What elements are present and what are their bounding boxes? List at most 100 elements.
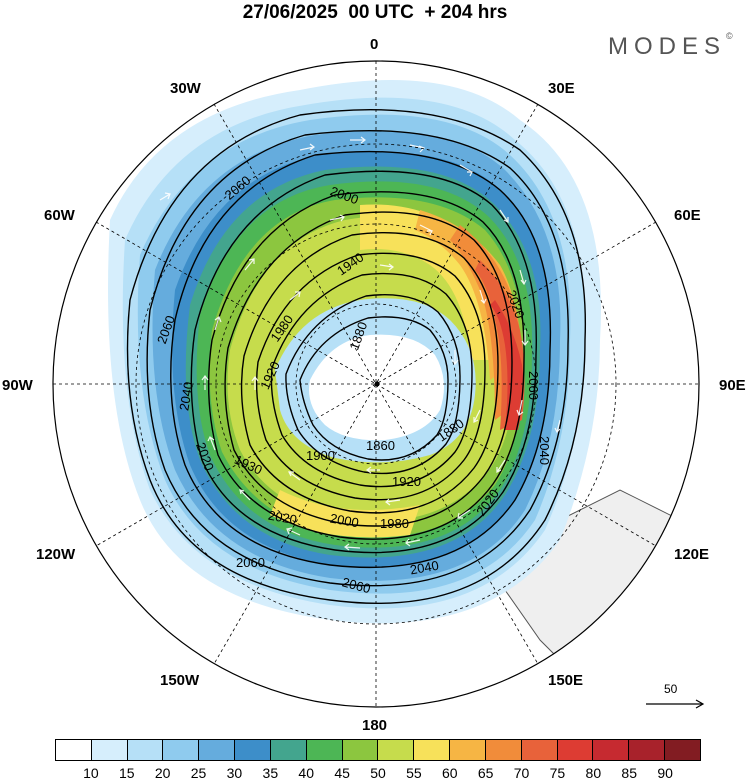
contour-1900: [270, 272, 473, 488]
colorbar-cell: [378, 740, 415, 760]
map-title: 27/06/2025 00 UTC + 204 hrs: [242, 2, 508, 23]
contour-label: 2020: [267, 508, 298, 528]
colorbar-tick-labels: 10 15 20 25 30 35 40 45 50 55 60 65 70 75 80 85 90: [55, 765, 701, 782]
wind-vector: [201, 375, 209, 390]
lon-label-30w: 30W: [170, 80, 201, 97]
wind-speed-shading: [108, 80, 601, 624]
brand-name: MODES: [608, 33, 727, 60]
colorbar-cell: [629, 740, 666, 760]
wind-vector: [451, 350, 459, 365]
contour-label: 1900: [306, 448, 335, 463]
map-boundary: [52, 60, 700, 708]
wind-vector: [499, 209, 509, 223]
colorbar-cell: [342, 740, 379, 760]
wind-vector: [521, 330, 529, 346]
colorbar-cell: [199, 740, 236, 760]
wind-vectors: [159, 136, 561, 551]
colorbar-tick-label: 25: [190, 765, 207, 781]
wind-vector: [405, 538, 421, 547]
contour-label: 2040: [409, 558, 440, 578]
colorbar-tick-label: 30: [226, 765, 243, 781]
colorbar-tick-label: 40: [298, 765, 315, 781]
colorbar-cell: [450, 740, 486, 760]
brand-logo: MODES©: [608, 31, 733, 61]
colorbar-tick-label: 75: [549, 765, 566, 781]
height-contours: [126, 108, 587, 605]
colorbar-cell: [306, 740, 343, 760]
wind-vector: [251, 376, 259, 390]
wind-vector: [385, 498, 401, 506]
wind-vector: [288, 471, 301, 481]
colorbar-tick-label: 90: [657, 765, 673, 781]
contour-label: 2060: [340, 574, 372, 596]
lon-label-0: 0: [370, 36, 379, 53]
colorbar-tick-label: 15: [118, 765, 135, 781]
contour-label: 2040: [176, 381, 196, 412]
colorbar-tick-label: 85: [621, 765, 638, 781]
colorbar-tick-label: 60: [441, 765, 458, 781]
wind-vector: [473, 409, 481, 423]
wind-vector: [419, 224, 433, 236]
colorbar-tick-label: 45: [334, 765, 350, 781]
lon-label-60e: 60E: [674, 207, 701, 224]
wind-vector: [516, 399, 524, 416]
brand-mark: ©: [726, 31, 733, 41]
wind-band-core-calm: [309, 334, 444, 441]
wind-vector: [457, 509, 471, 519]
colorbar-cell: [485, 740, 522, 760]
contour-label: 2040: [537, 436, 552, 465]
contour-label: 1920: [392, 474, 421, 489]
colorbar-cell: [521, 740, 558, 760]
wind-vector: [244, 258, 255, 271]
south-pole-marker: [374, 381, 380, 387]
wind-vector: [496, 459, 506, 473]
graticule: [53, 61, 699, 707]
contour-1940: [240, 231, 499, 514]
wind-vector: [207, 436, 216, 451]
colorbar-tick-label: 80: [585, 765, 602, 781]
contour-2020: [170, 150, 552, 569]
contour-label: 2060: [236, 555, 265, 570]
lon-label-90w: 90W: [2, 377, 33, 394]
wind-vector: [479, 289, 487, 305]
contour-label: 1980: [380, 516, 409, 531]
contour-1960: [224, 211, 513, 527]
reference-vector-arrow: [646, 699, 705, 709]
colorbar-cell: [56, 740, 92, 760]
colorbar-cell: [127, 740, 164, 760]
colorbar-cell: [593, 740, 630, 760]
colorbar-cell: [163, 740, 200, 760]
contour-2000: [190, 170, 538, 554]
lon-label-120w: 120W: [36, 546, 76, 563]
wind-vector: [459, 164, 473, 177]
contour-1860: [299, 316, 449, 461]
colorbar-tick-label: 35: [262, 765, 279, 781]
contour-label: 2000: [329, 511, 360, 531]
colorbar-tick-label: 70: [513, 765, 530, 781]
contour-1880: [285, 294, 461, 475]
colorbar-tick-label: 20: [154, 765, 171, 781]
wind-vector: [214, 316, 222, 331]
wind-vector: [344, 543, 361, 551]
colorbar-cell: [270, 740, 307, 760]
contour-2060-outer: [126, 108, 587, 605]
lon-label-120e: 120E: [674, 546, 710, 563]
colorbar-tick-label: 10: [83, 765, 99, 781]
colorbar-tick-label: 55: [406, 765, 422, 781]
colorbar-cell: [91, 740, 128, 760]
wind-vector: [554, 419, 561, 434]
wind-vector: [289, 291, 301, 301]
colorbar-tick-label: 50: [370, 765, 386, 781]
wind-vector: [519, 269, 527, 286]
colorbar-tick-label: 65: [477, 765, 494, 781]
wind-vector: [299, 143, 315, 151]
contour-2040: [146, 129, 569, 587]
lon-label-30e: 30E: [548, 80, 575, 97]
wind-vector: [379, 263, 394, 271]
wind-band-80: [490, 300, 524, 430]
colorbar-cell: [557, 740, 594, 760]
wind-vector: [350, 136, 366, 144]
lon-label-180: 180: [362, 717, 388, 734]
wind-vector: [366, 466, 380, 474]
polar-map: 2060 2060 2040 2020 2000 1940 1980 1920 …: [52, 60, 700, 708]
